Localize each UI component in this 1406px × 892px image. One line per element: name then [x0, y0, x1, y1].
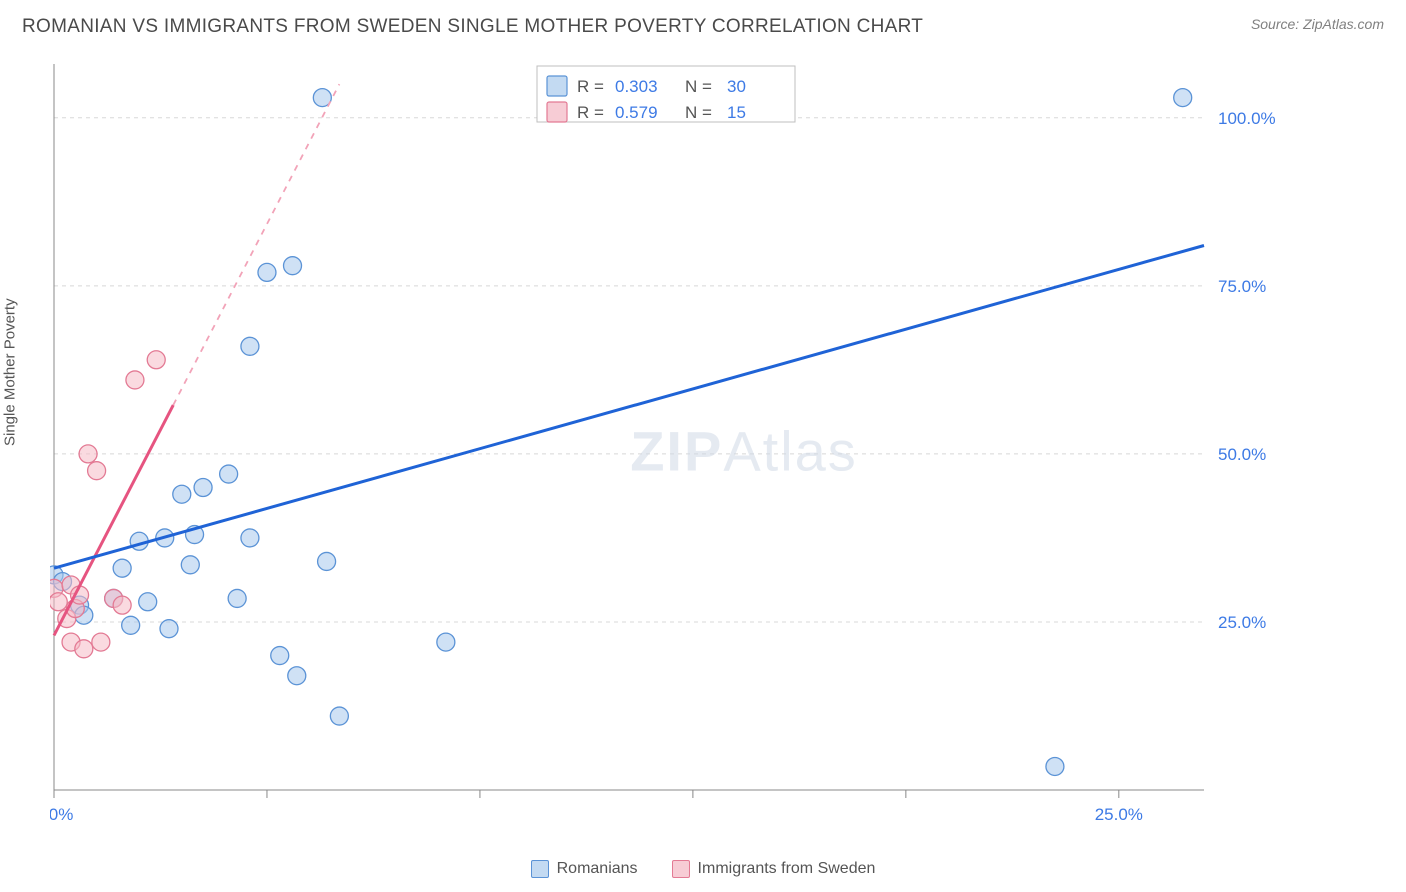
data-point [228, 589, 246, 607]
data-point [160, 620, 178, 638]
legend-swatch-pink [672, 860, 690, 878]
data-point [173, 485, 191, 503]
data-point [1174, 89, 1192, 107]
legend-n-value: 30 [727, 77, 746, 96]
data-point [79, 445, 97, 463]
legend-item-romanians: Romanians [531, 860, 638, 878]
legend-item-sweden: Immigrants from Sweden [672, 860, 876, 878]
data-point [437, 633, 455, 651]
data-point [147, 351, 165, 369]
top-legend-box [537, 66, 795, 122]
data-point [181, 556, 199, 574]
legend-r-value: 0.303 [615, 77, 658, 96]
data-point [50, 593, 67, 611]
data-point [122, 616, 140, 634]
data-point [92, 633, 110, 651]
data-point [271, 647, 289, 665]
data-point [220, 465, 238, 483]
data-point [318, 552, 336, 570]
data-point [330, 707, 348, 725]
data-point [241, 529, 259, 547]
legend-swatch [547, 76, 567, 96]
y-tick-label: 50.0% [1218, 445, 1266, 464]
chart-header: ROMANIAN VS IMMIGRANTS FROM SWEDEN SINGL… [0, 0, 1406, 48]
legend-n-value: 15 [727, 103, 746, 122]
data-point [113, 559, 131, 577]
legend-n-label: N = [685, 103, 712, 122]
legend-n-label: N = [685, 77, 712, 96]
data-point [75, 640, 93, 658]
x-tick-label: 25.0% [1095, 805, 1143, 824]
legend-swatch-blue [531, 860, 549, 878]
data-point [113, 596, 131, 614]
legend-r-label: R = [577, 103, 604, 122]
scatter-chart-svg: 25.0% 50.0% 75.0% 100.0% 0.0% 25.0% ZIPAtlas R … [50, 60, 1296, 832]
legend-r-value: 0.579 [615, 103, 658, 122]
watermark: ZIPAtlas [630, 420, 858, 483]
data-point [126, 371, 144, 389]
trendline-blue [54, 246, 1204, 569]
legend-swatch [547, 102, 567, 122]
legend-r-label: R = [577, 77, 604, 96]
y-axis-label: Single Mother Poverty [2, 298, 19, 446]
chart-plot-area: 25.0% 50.0% 75.0% 100.0% 0.0% 25.0% ZIPAtlas R … [50, 60, 1296, 832]
data-point [139, 593, 157, 611]
legend-label: Romanians [557, 860, 638, 878]
data-point [1046, 757, 1064, 775]
legend-label: Immigrants from Sweden [698, 860, 876, 878]
y-tick-label: 100.0% [1218, 109, 1276, 128]
data-point [284, 257, 302, 275]
y-tick-label: 75.0% [1218, 277, 1266, 296]
trendline-pink-dash [173, 84, 339, 405]
data-point [288, 667, 306, 685]
data-point [194, 479, 212, 497]
chart-source: Source: ZipAtlas.com [1251, 16, 1384, 32]
x-tick-label: 0.0% [50, 805, 73, 824]
data-point [258, 263, 276, 281]
chart-title: ROMANIAN VS IMMIGRANTS FROM SWEDEN SINGL… [22, 16, 923, 38]
data-point [241, 337, 259, 355]
y-tick-label: 25.0% [1218, 613, 1266, 632]
data-point [88, 462, 106, 480]
bottom-legend: Romanians Immigrants from Sweden [0, 860, 1406, 878]
